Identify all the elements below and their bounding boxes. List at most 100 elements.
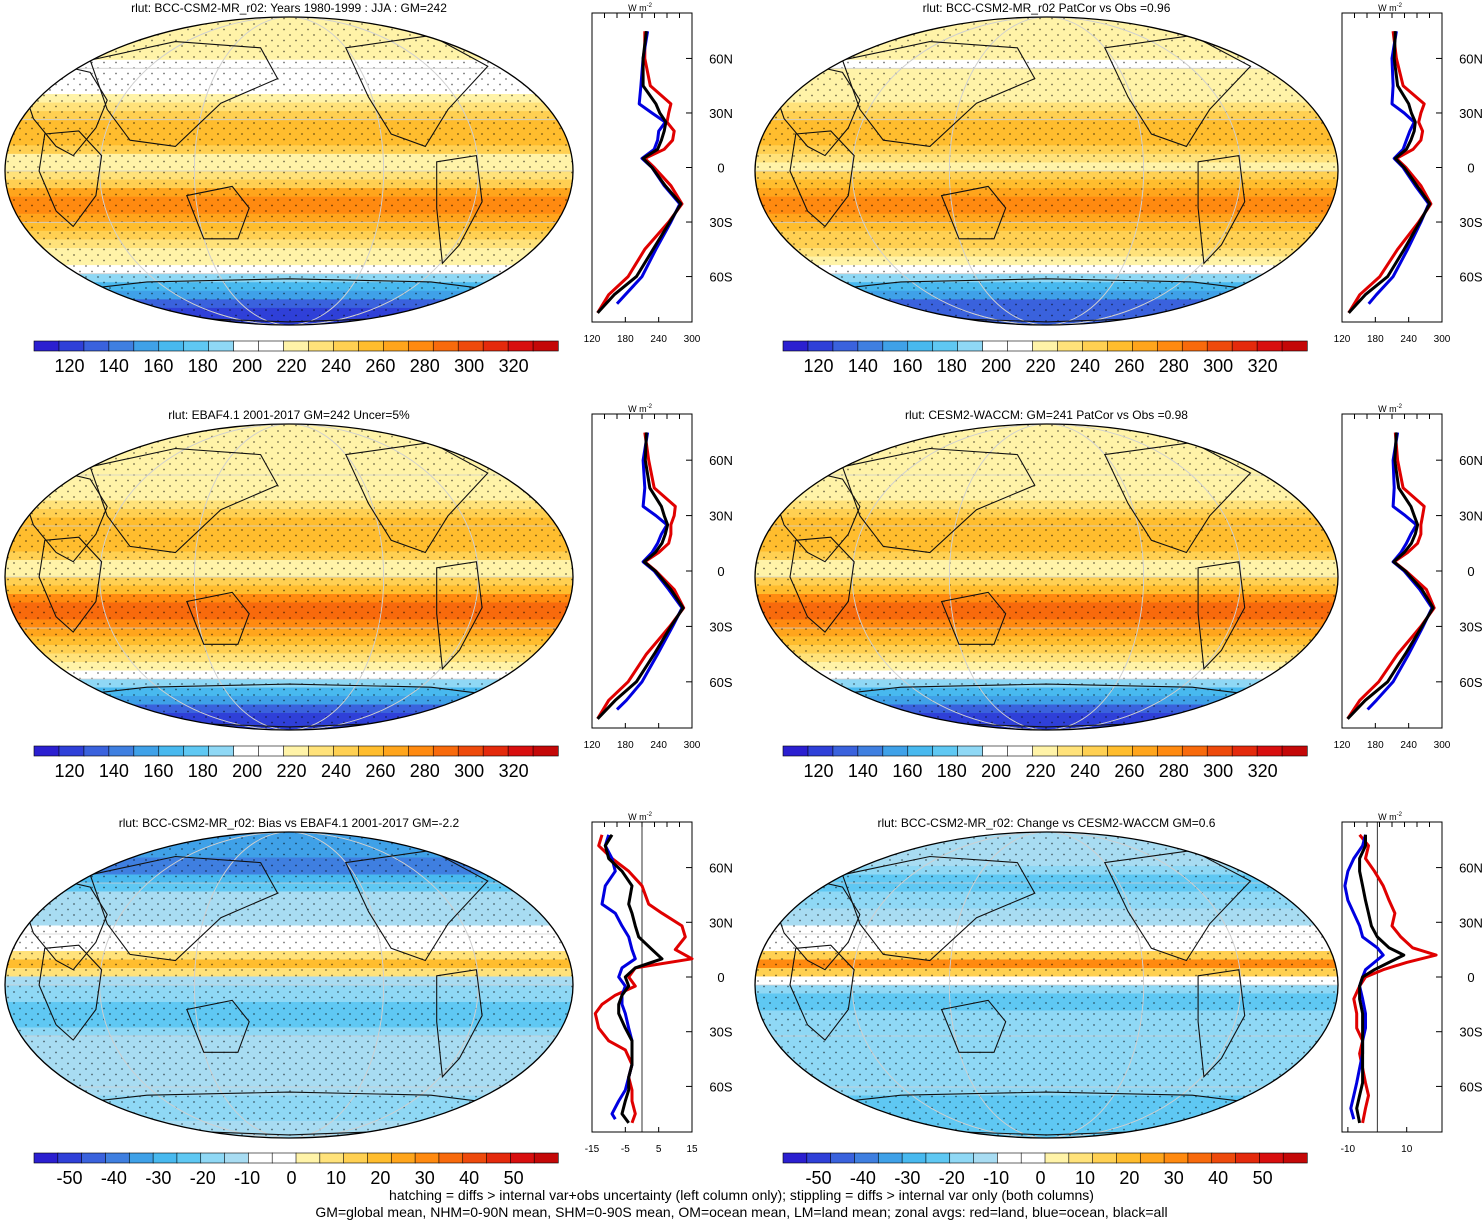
colorbar-cell xyxy=(1032,340,1059,352)
colorbar-cell xyxy=(176,1152,202,1164)
colorbar-cell xyxy=(1092,1152,1118,1164)
colorbar-cell xyxy=(982,340,1009,352)
profile-series-line xyxy=(1347,31,1433,314)
map-field xyxy=(755,424,1338,730)
graticule-meridian xyxy=(193,832,385,1138)
profile-lat-label: 60S xyxy=(1459,1079,1482,1094)
colorbar-cell xyxy=(83,340,110,352)
panel-2: rlut: BCC-CSM2-MR_r02 PatCor vs Obs =0.9… xyxy=(754,1,1483,376)
profile-lat-label: 30S xyxy=(1459,619,1482,634)
colorbar-tick-label: 200 xyxy=(232,356,262,376)
colorbar-tick-label: 280 xyxy=(410,761,440,781)
colorbar-cell xyxy=(532,745,559,757)
map-frame xyxy=(4,423,574,731)
profile-series-line xyxy=(1347,31,1432,314)
footer-note-hatching: hatching = diffs > internal var+obs unce… xyxy=(389,1187,1094,1203)
colorbar-tick-label: 300 xyxy=(454,356,484,376)
colorbar-cell xyxy=(133,340,160,352)
colorbar-cell xyxy=(1007,745,1034,757)
colorbar-tick-label: 240 xyxy=(321,761,351,781)
colorbar-cell xyxy=(295,1152,321,1164)
colorbar-cell xyxy=(901,1152,927,1164)
panel-title: rlut: EBAF4.1 2001-2017 GM=242 Uncer=5% xyxy=(168,408,410,422)
colorbar-cell xyxy=(1156,340,1183,352)
colorbar-tick-label: 180 xyxy=(937,761,967,781)
profile-x-tick-label: 120 xyxy=(584,740,601,751)
panel-1: rlut: BCC-CSM2-MR_r02: Years 1980-1999 :… xyxy=(4,1,733,376)
colorbar-cell xyxy=(832,745,859,757)
coastline xyxy=(940,999,1007,1053)
profile-series-line xyxy=(1346,432,1435,720)
profile-x-tick-label: 10 xyxy=(1401,1144,1413,1155)
colorbar-tick-label: 180 xyxy=(188,356,218,376)
profile-lat-label: 30N xyxy=(709,509,733,524)
profile-lat-label: 60S xyxy=(1459,270,1482,285)
colorbar-cell xyxy=(105,1152,130,1164)
colorbar-cell xyxy=(1082,745,1108,757)
profile-unit-exponent: -2 xyxy=(647,404,653,410)
colorbar-cell xyxy=(1032,745,1059,757)
colorbar-cell xyxy=(882,745,909,757)
colorbar-cell xyxy=(200,1152,226,1164)
colorbar-cell xyxy=(390,1152,416,1164)
profile-x-tick-label: 120 xyxy=(584,334,601,345)
coastline xyxy=(436,561,483,671)
colorbar-cell xyxy=(1020,1152,1046,1164)
colorbar-tick-label: -20 xyxy=(939,1168,965,1188)
colorbar-tick-label: 0 xyxy=(287,1168,297,1188)
colorbar-cell xyxy=(158,745,185,757)
colorbar-cell xyxy=(1132,340,1158,352)
colorbar-cell xyxy=(510,1152,535,1164)
colorbar-cell xyxy=(33,745,60,757)
colorbar-cell xyxy=(152,1152,178,1164)
colorbar-cell xyxy=(343,1152,369,1164)
colorbar-cell xyxy=(208,745,235,757)
colorbar-cell xyxy=(1163,1152,1189,1164)
colorbar-cell xyxy=(1282,1152,1308,1164)
panel-title: rlut: BCC-CSM2-MR_r02 PatCor vs Obs =0.9… xyxy=(923,1,1171,15)
colorbar-cell xyxy=(1132,745,1158,757)
colorbar-cell xyxy=(1211,1152,1237,1164)
colorbar-cell xyxy=(1082,340,1108,352)
colorbar-cell xyxy=(1206,745,1233,757)
colorbar-cell xyxy=(857,745,884,757)
colorbar-cell xyxy=(407,340,434,352)
panel-4: rlut: CESM2-WACCM: GM=241 PatCor vs Obs … xyxy=(754,404,1483,781)
colorbar-tick-label: -40 xyxy=(850,1168,876,1188)
coastline xyxy=(89,855,279,962)
colorbar-cell xyxy=(333,340,359,352)
colorbar-tick-label: 20 xyxy=(370,1168,390,1188)
profile-series-line xyxy=(1355,834,1406,1124)
profile-lat-label: 0 xyxy=(1467,161,1474,176)
colorbar-tick-label: 140 xyxy=(848,356,878,376)
colorbar-cell xyxy=(271,1152,297,1164)
colorbar-tick-label: 40 xyxy=(1208,1168,1228,1188)
colorbar-cell xyxy=(208,340,235,352)
colorbar-cell xyxy=(183,745,210,757)
profile-series-line xyxy=(1343,834,1385,1120)
colorbar-cell xyxy=(1044,1152,1070,1164)
colorbar-cell xyxy=(1256,340,1283,352)
colorbar-cell xyxy=(462,1152,488,1164)
profile-unit-label: W m-2 xyxy=(1378,812,1402,822)
profile-lat-label: 0 xyxy=(717,161,724,176)
colorbar-tick-label: 40 xyxy=(459,1168,479,1188)
colorbar-tick-label: 240 xyxy=(321,356,351,376)
colorbar-cell xyxy=(283,745,310,757)
colorbar-cell xyxy=(507,745,534,757)
colorbar-cell xyxy=(997,1152,1022,1164)
profile-lat-label: 30N xyxy=(1459,106,1483,121)
colorbar-cell xyxy=(319,1152,345,1164)
profile-lat-label: 60N xyxy=(709,51,733,66)
profile-lat-label: 60N xyxy=(1459,861,1483,876)
colorbar-cell xyxy=(183,340,210,352)
colorbar-cell xyxy=(1057,340,1084,352)
colorbar-tick-label: 220 xyxy=(277,761,307,781)
colorbar-cell xyxy=(1156,745,1183,757)
panel-3: rlut: EBAF4.1 2001-2017 GM=242 Uncer=5% 1… xyxy=(4,404,733,781)
colorbar-cell xyxy=(1187,1152,1213,1164)
coastline xyxy=(186,591,250,645)
colorbar-cell xyxy=(233,340,260,352)
colorbar-tick-label: -40 xyxy=(101,1168,127,1188)
colorbar-tick-label: 320 xyxy=(499,356,529,376)
